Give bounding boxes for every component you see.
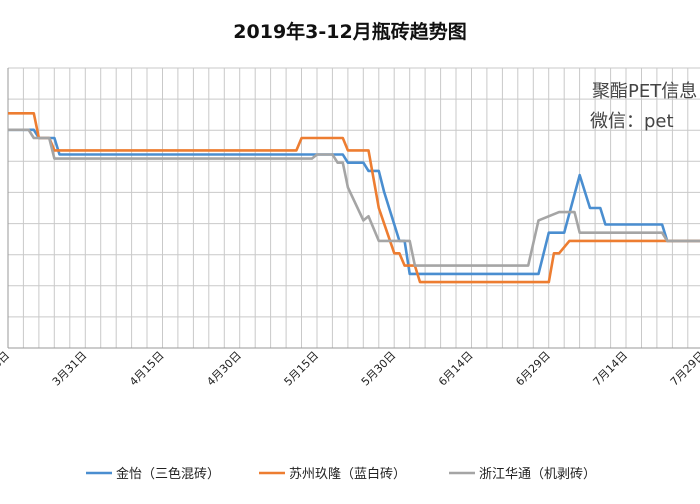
grid-layer — [7, 67, 700, 349]
series-line-2 — [8, 112, 700, 284]
legend-label-3: 浙江华通（机剥砖） — [479, 467, 596, 482]
chart-title: 2019年3-12月瓶砖趋势图 — [233, 20, 466, 43]
legend-label-2: 苏州玖隆（蓝白砖） — [289, 466, 406, 482]
series-layer — [8, 112, 700, 284]
watermark-line-2: 微信：pet — [590, 111, 674, 132]
series-line-3 — [8, 128, 700, 267]
series-line-1 — [8, 128, 700, 276]
watermark-line-1: 聚酯PET信息 — [592, 81, 697, 102]
legend: 金怡（三色混砖） 苏州玖隆（蓝白砖） 浙江华通（机剥砖） — [86, 466, 596, 482]
legend-label-1: 金怡（三色混砖） — [116, 466, 220, 482]
